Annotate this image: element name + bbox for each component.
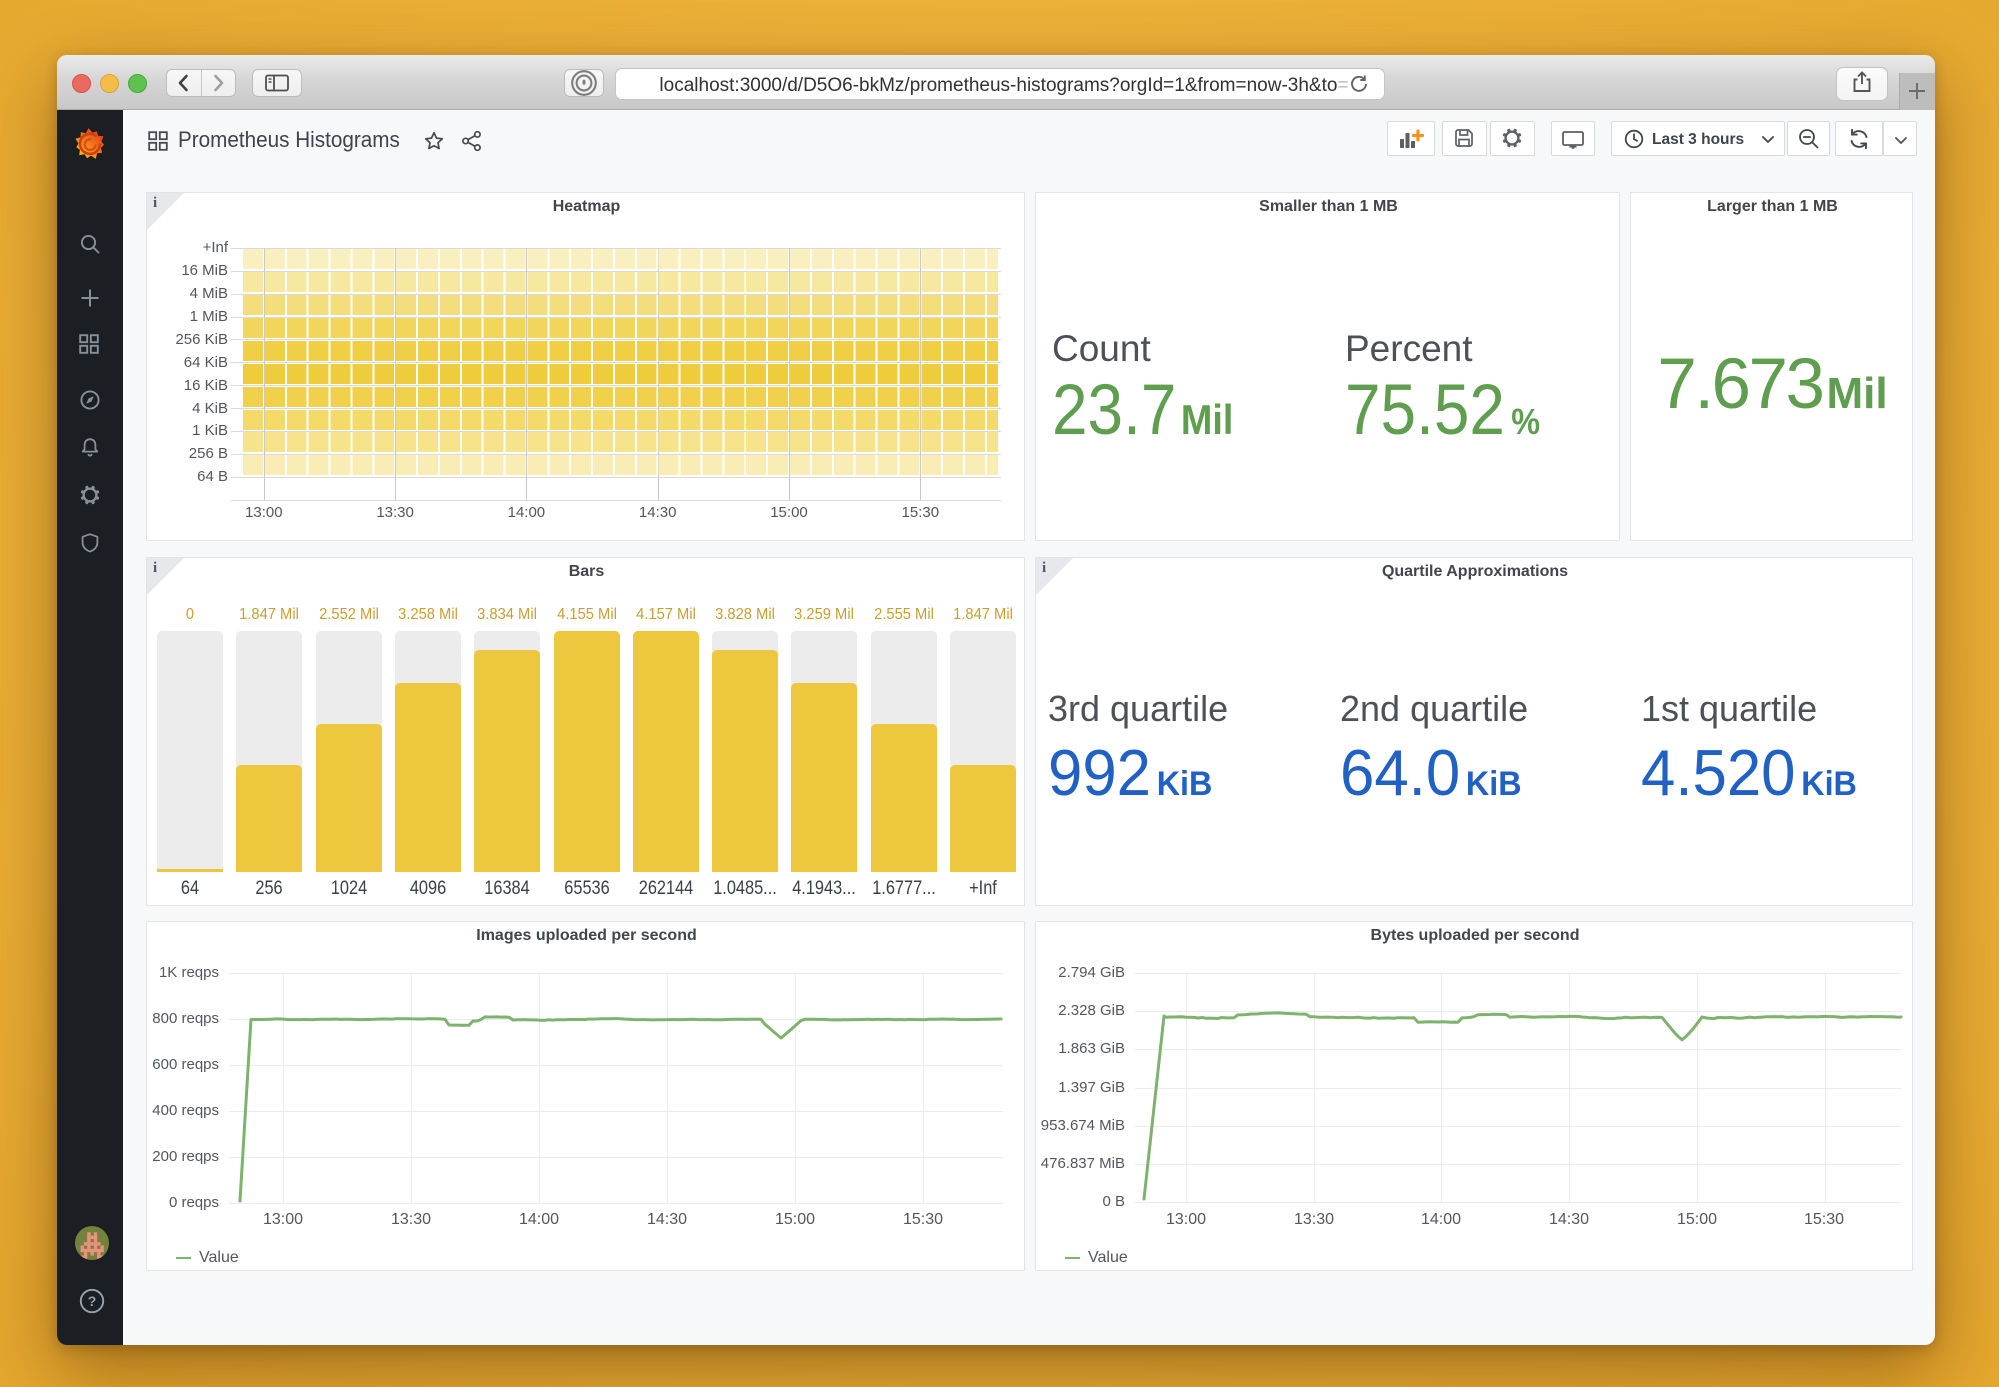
svg-text:?: ? xyxy=(88,1293,97,1309)
